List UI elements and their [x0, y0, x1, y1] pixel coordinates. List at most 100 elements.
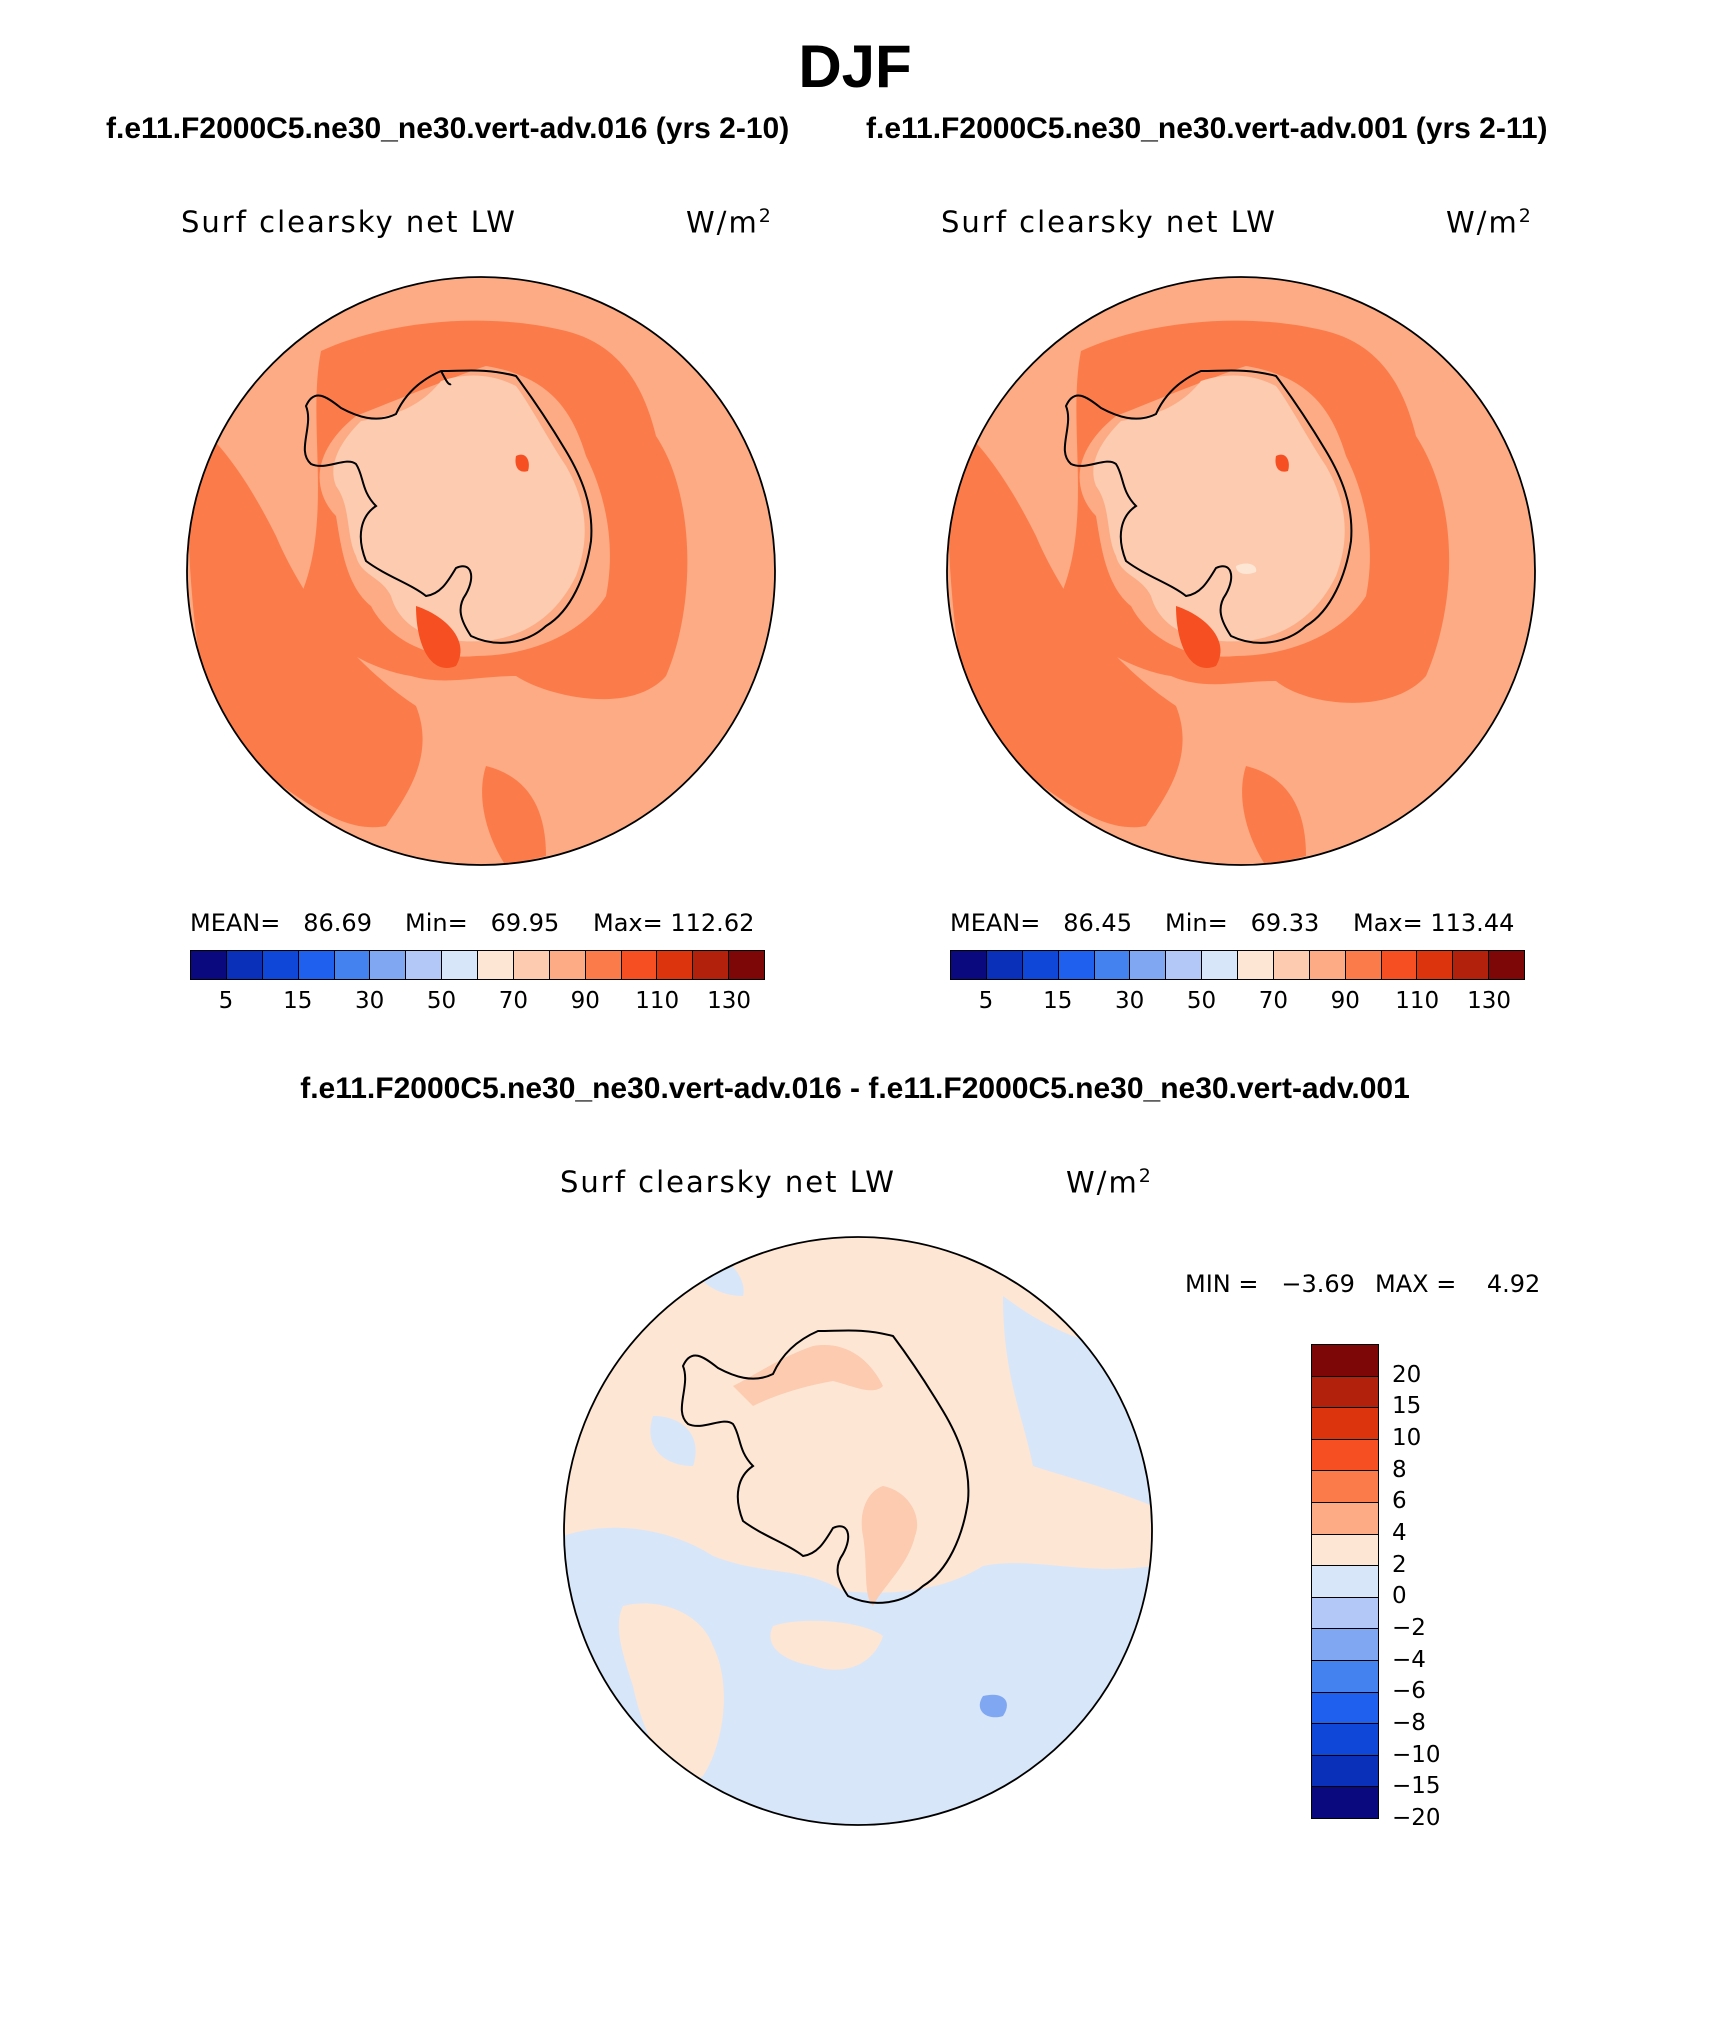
- diff-blue-region-east: [1003, 1296, 1152, 1506]
- panel-a-max: Max= 112.62: [593, 909, 755, 937]
- panel-a-colorbar-cell: [298, 951, 335, 979]
- panel-a-colorbar-cell: [226, 951, 263, 979]
- diff-orange-patch-interior: [861, 1486, 918, 1606]
- panel-a-colorbar-cell: [478, 951, 514, 979]
- panel-a-colorbar-cell: [729, 951, 764, 979]
- panel-b-colorbar-ticks: 5 15 30 50 70 90 110 130: [950, 988, 1525, 1018]
- panel-b-colorbar-tick-label: 15: [1043, 988, 1073, 1014]
- case-a-title: f.e11.F2000C5.ne30_ne30.vert-adv.016 (yr…: [106, 112, 790, 145]
- panel-b-map: [946, 276, 1536, 866]
- panel-b-colorbar-cell: [1309, 951, 1346, 979]
- panel-a-colorbar-tick-label: 110: [635, 988, 680, 1014]
- panel-a-units: W/m2: [686, 205, 771, 240]
- diff-variable: Surf clearsky net LW: [560, 1165, 896, 1199]
- panel-a-colorbar-cell: [370, 951, 407, 979]
- panel-b-colorbar: [950, 950, 1525, 980]
- panel-b-colorbar-cell: [1130, 951, 1167, 979]
- panel-a-colorbar-tick-label: 5: [218, 988, 234, 1014]
- diff-colorbar-tick-label: 6: [1392, 1488, 1407, 1515]
- diff-colorbar-tick-label: −4: [1392, 1646, 1426, 1673]
- panel-a-variable: Surf clearsky net LW: [181, 205, 517, 239]
- diff-blue-patch-minimum: [979, 1694, 1007, 1718]
- diff-colorbar-tick-label: 10: [1392, 1425, 1422, 1451]
- panel-b-colorbar-cell: [1202, 951, 1238, 979]
- panel-a-colorbar: [190, 950, 765, 980]
- diff-orange-patch-coast: [733, 1345, 883, 1406]
- diff-colorbar-cell: [1312, 1597, 1378, 1630]
- difference-title: f.e11.F2000C5.ne30_ne30.vert-adv.016 - f…: [300, 1072, 1410, 1105]
- panel-a-colorbar-cell: [262, 951, 299, 979]
- panel-a-colorbar-cell: [585, 951, 622, 979]
- panel-a-tongue-south: [482, 766, 546, 865]
- panel-b-colorbar-cell: [1417, 951, 1454, 979]
- panel-b-colorbar-tick-label: 30: [1115, 988, 1145, 1014]
- panel-a-colorbar-cell: [621, 951, 658, 979]
- panel-a-min: Min= 69.95: [405, 909, 560, 937]
- diff-colorbar-cell: [1312, 1408, 1378, 1440]
- diff-units: W/m2: [1066, 1165, 1151, 1200]
- diff-colorbar-cell: [1312, 1534, 1378, 1567]
- panel-b-colorbar-tick-label: 5: [978, 988, 994, 1014]
- diff-colorbar-cell: [1312, 1724, 1378, 1756]
- panel-b-colorbar-tick-label: 50: [1186, 988, 1217, 1014]
- diff-colorbar-cell: [1312, 1376, 1378, 1409]
- panel-a-colorbar-cell: [334, 951, 371, 979]
- panel-b-band-west: [947, 416, 1183, 828]
- diff-colorbar-cell: [1312, 1345, 1378, 1377]
- diff-colorbar-ticks: 20 15 10 8 6 4 2 0 −2 −4 −6 −8 −10 −15 −20: [1392, 1344, 1482, 1831]
- diff-colorbar-tick-label: −20: [1392, 1805, 1441, 1831]
- diff-colorbar-cell: [1312, 1566, 1378, 1598]
- panel-a-colorbar-tick-label: 15: [283, 988, 313, 1014]
- panel-a-antarctica-field: [333, 375, 585, 642]
- panel-a-mean: MEAN= 86.69: [190, 909, 372, 937]
- panel-a-colorbar-cell: [549, 951, 586, 979]
- panel-b-mean: MEAN= 86.45: [950, 909, 1132, 937]
- panel-b-colorbar-cell: [1381, 951, 1418, 979]
- panel-a-colorbar-tick-label: 30: [355, 988, 385, 1014]
- panel-b-colorbar-cell: [1345, 951, 1382, 979]
- diff-map: [563, 1236, 1153, 1826]
- panel-a-map-border: [186, 276, 776, 866]
- panel-a-colorbar-tick-label: 90: [570, 988, 600, 1014]
- panel-b-tongue-south: [1242, 766, 1306, 865]
- case-b-title: f.e11.F2000C5.ne30_ne30.vert-adv.001 (yr…: [866, 112, 1548, 145]
- panel-a-colorbar-tick-label: 130: [707, 988, 752, 1014]
- diff-colorbar-tick-label: −2: [1392, 1615, 1426, 1641]
- panel-b-antarctica-field: [1093, 375, 1345, 642]
- panel-b-colorbar-cell: [1453, 951, 1490, 979]
- diff-max: MAX = 4.92: [1375, 1270, 1541, 1298]
- panel-a-band-west: [187, 416, 423, 828]
- diff-colorbar-tick-label: −15: [1392, 1773, 1441, 1800]
- panel-b-colorbar-cell: [1058, 951, 1095, 979]
- panel-b-colorbar-cell: [1022, 951, 1059, 979]
- panel-b-variable: Surf clearsky net LW: [941, 205, 1277, 239]
- figure-title: DJF: [798, 33, 912, 100]
- panel-a-colorbar-cell: [693, 951, 730, 979]
- panel-b-interior-minimum: [1236, 563, 1257, 574]
- diff-colorbar-cell: [1312, 1660, 1378, 1693]
- diff-map-border: [563, 1236, 1153, 1826]
- panel-b-colorbar-tick-label: 130: [1467, 988, 1512, 1014]
- panel-a-colorbar-cell: [406, 951, 443, 979]
- panel-a-coastline: [303, 369, 593, 644]
- diff-colorbar: [1311, 1344, 1379, 1819]
- panel-b-colorbar-cell: [986, 951, 1023, 979]
- diff-colorbar-tick-label: 20: [1392, 1361, 1422, 1388]
- diff-blue-patch-peninsula: [650, 1416, 696, 1466]
- panel-a-map: [186, 276, 776, 866]
- panel-b-ross-maximum: [1176, 606, 1221, 668]
- diff-colorbar-cell: [1312, 1439, 1378, 1472]
- panel-b-colorbar-tick-label: 70: [1258, 988, 1289, 1014]
- panel-b-colorbar-cell: [1489, 951, 1524, 979]
- panel-b-colorbar-cell: [1094, 951, 1131, 979]
- diff-min: MIN = −3.69: [1185, 1270, 1355, 1298]
- diff-colorbar-tick-label: 15: [1392, 1393, 1422, 1420]
- diff-colorbar-tick-label: 4: [1392, 1520, 1407, 1546]
- panel-b-coastline: [1063, 369, 1353, 644]
- diff-colorbar-cell: [1312, 1471, 1378, 1503]
- panel-a-ross-maximum: [416, 606, 461, 668]
- diff-orange-tongue-west: [618, 1603, 724, 1780]
- panel-a-colorbar-cell: [657, 951, 694, 979]
- diff-colorbar-cell: [1312, 1787, 1378, 1818]
- panel-a-colorbar-cell: [513, 951, 550, 979]
